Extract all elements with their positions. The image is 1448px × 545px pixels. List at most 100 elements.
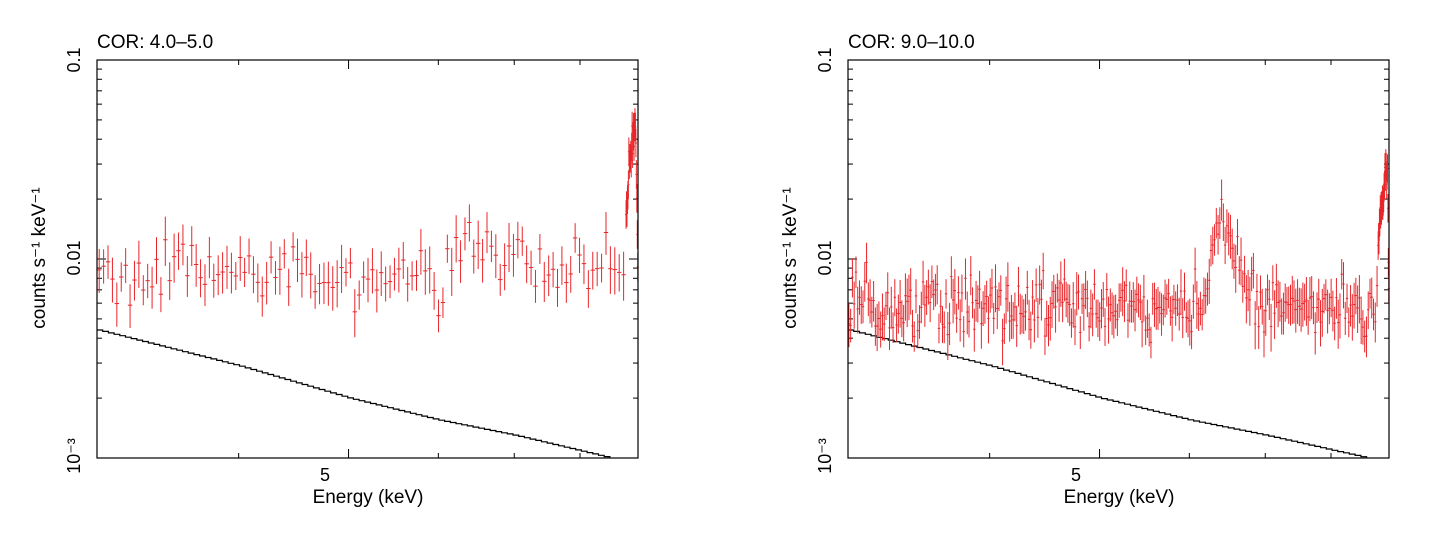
data-point	[897, 294, 900, 334]
data-point	[396, 247, 402, 293]
data-point	[1239, 237, 1243, 286]
data-point	[1190, 314, 1193, 350]
y-tick-label-bottom: 10⁻³	[64, 438, 84, 474]
data-point	[321, 262, 327, 305]
data-point	[1374, 302, 1377, 343]
data-point	[1261, 288, 1264, 325]
data-point	[1351, 294, 1354, 341]
data-point	[1149, 326, 1153, 359]
data-point	[856, 286, 859, 334]
data-point	[180, 224, 186, 266]
data-point	[1368, 278, 1372, 309]
data-point	[627, 170, 630, 200]
data-point	[1079, 316, 1082, 350]
y-tick-label-mid: 0.01	[815, 240, 835, 275]
data-point	[877, 301, 881, 337]
data-point	[493, 234, 499, 279]
data-point	[1084, 270, 1087, 310]
data-point	[1335, 278, 1338, 319]
data-point	[1306, 300, 1310, 335]
data-point	[1133, 289, 1137, 332]
data-point	[515, 221, 521, 259]
data-point	[193, 243, 199, 287]
plot-frame	[96, 59, 639, 459]
data-point	[971, 287, 974, 319]
data-point	[616, 254, 622, 292]
data-point	[1075, 272, 1078, 316]
data-point	[1222, 203, 1225, 241]
data-point	[1086, 280, 1089, 318]
data-point	[1047, 304, 1050, 347]
data-point	[1109, 288, 1112, 322]
plot-frame	[847, 59, 1390, 459]
data-point	[176, 232, 181, 270]
data-point	[980, 301, 983, 349]
data-point	[898, 279, 902, 328]
data-point	[608, 246, 613, 294]
data-point	[621, 251, 626, 301]
data-point	[1128, 281, 1131, 323]
data-point	[1151, 282, 1154, 315]
data-point	[506, 222, 512, 273]
data-point	[953, 269, 957, 315]
data-point	[905, 278, 909, 328]
data-point	[414, 260, 419, 291]
data-point	[1294, 288, 1297, 333]
data-point	[1310, 276, 1313, 320]
data-point	[1181, 298, 1184, 339]
data-point	[1034, 268, 1038, 302]
data-point	[1110, 292, 1114, 335]
data-point	[1333, 306, 1336, 341]
data-point	[937, 313, 941, 344]
data-point	[1087, 312, 1091, 342]
data-point	[145, 263, 150, 299]
x-tick-label-5: 5	[320, 465, 330, 485]
data-point	[1146, 299, 1149, 338]
data-point	[149, 266, 155, 309]
data-point	[1285, 286, 1289, 319]
data-point	[932, 279, 935, 310]
data-point	[1322, 283, 1326, 314]
y-tick-label-top: 0.1	[64, 47, 84, 72]
data-point	[251, 256, 256, 294]
data-point	[1345, 283, 1349, 314]
data-point	[1027, 299, 1031, 341]
data-point	[229, 252, 234, 294]
data-point	[1358, 275, 1361, 324]
data-point	[1116, 303, 1119, 337]
data-point	[1049, 296, 1052, 341]
data-point	[893, 279, 897, 317]
data-point	[1215, 207, 1218, 239]
data-point	[233, 261, 239, 290]
y-tick-label-mid: 0.01	[64, 240, 84, 275]
data-point	[1167, 278, 1170, 309]
data-point	[923, 284, 927, 327]
data-point	[401, 241, 406, 280]
data-point	[1126, 303, 1130, 338]
data-point	[1204, 278, 1207, 314]
data-point	[946, 311, 950, 361]
data-point	[1372, 298, 1375, 331]
data-point	[445, 234, 450, 263]
data-point	[1287, 286, 1290, 324]
data-point	[1252, 252, 1255, 289]
data-point	[326, 261, 331, 306]
data-point	[941, 306, 944, 344]
data-point	[387, 265, 393, 299]
data-point	[220, 252, 225, 294]
data-point	[1359, 296, 1363, 345]
data-point	[546, 255, 551, 297]
data-point	[119, 262, 124, 292]
data-point	[586, 270, 591, 308]
data-point	[1289, 284, 1292, 326]
data-point	[1211, 226, 1214, 265]
data-point	[858, 280, 861, 315]
data-point	[1068, 284, 1071, 326]
data-point	[361, 261, 366, 293]
data-point	[1283, 283, 1287, 322]
data-point	[1227, 212, 1230, 256]
data-point	[339, 244, 344, 293]
data-point	[1238, 256, 1241, 285]
data-point	[114, 282, 120, 327]
data-point	[1057, 279, 1061, 322]
